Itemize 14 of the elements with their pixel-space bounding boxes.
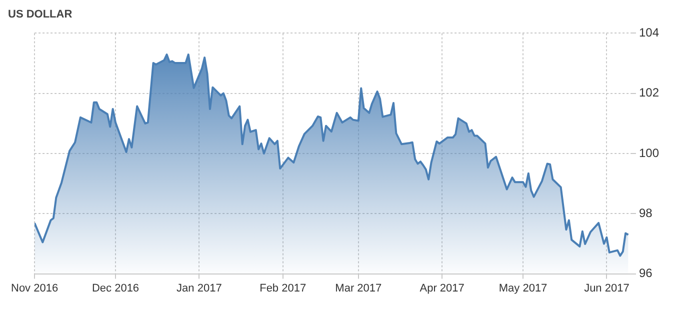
x-tick-label: Jun 2017 <box>584 282 630 294</box>
x-tick-label: May 2017 <box>498 282 548 294</box>
x-tick-label: Mar 2017 <box>335 282 382 294</box>
x-tick-label: Dec 2016 <box>92 282 140 294</box>
y-tick-label: 96 <box>638 266 653 280</box>
y-tick-label: 100 <box>638 146 660 160</box>
y-tick-label: 98 <box>638 206 653 220</box>
y-tick-label: 102 <box>638 86 660 100</box>
y-tick-label: 104 <box>638 26 660 40</box>
x-tick-label: Apr 2017 <box>420 282 464 294</box>
x-tick-label: Nov 2016 <box>10 282 58 294</box>
x-tick-label: Feb 2017 <box>260 282 306 294</box>
x-tick-label: Jan 2017 <box>176 282 222 294</box>
chart-title: US DOLLAR <box>8 8 72 21</box>
